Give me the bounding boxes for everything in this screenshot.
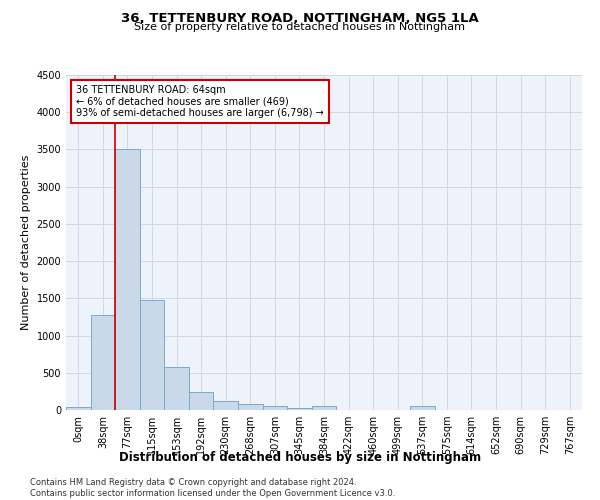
Bar	[140, 300, 164, 410]
Bar	[115, 150, 140, 410]
Bar	[312, 406, 336, 410]
Bar	[66, 407, 91, 410]
Bar	[238, 404, 263, 410]
Text: Contains HM Land Registry data © Crown copyright and database right 2024.
Contai: Contains HM Land Registry data © Crown c…	[30, 478, 395, 498]
Bar	[263, 406, 287, 410]
Bar	[214, 401, 238, 410]
Text: 36 TETTENBURY ROAD: 64sqm
← 6% of detached houses are smaller (469)
93% of semi-: 36 TETTENBURY ROAD: 64sqm ← 6% of detach…	[76, 85, 324, 118]
Bar	[189, 392, 214, 410]
Bar	[164, 367, 189, 410]
Bar	[91, 316, 115, 410]
Bar	[287, 408, 312, 410]
Y-axis label: Number of detached properties: Number of detached properties	[21, 155, 31, 330]
Bar	[410, 406, 434, 410]
Text: 36, TETTENBURY ROAD, NOTTINGHAM, NG5 1LA: 36, TETTENBURY ROAD, NOTTINGHAM, NG5 1LA	[121, 12, 479, 26]
Text: Distribution of detached houses by size in Nottingham: Distribution of detached houses by size …	[119, 451, 481, 464]
Text: Size of property relative to detached houses in Nottingham: Size of property relative to detached ho…	[134, 22, 466, 32]
